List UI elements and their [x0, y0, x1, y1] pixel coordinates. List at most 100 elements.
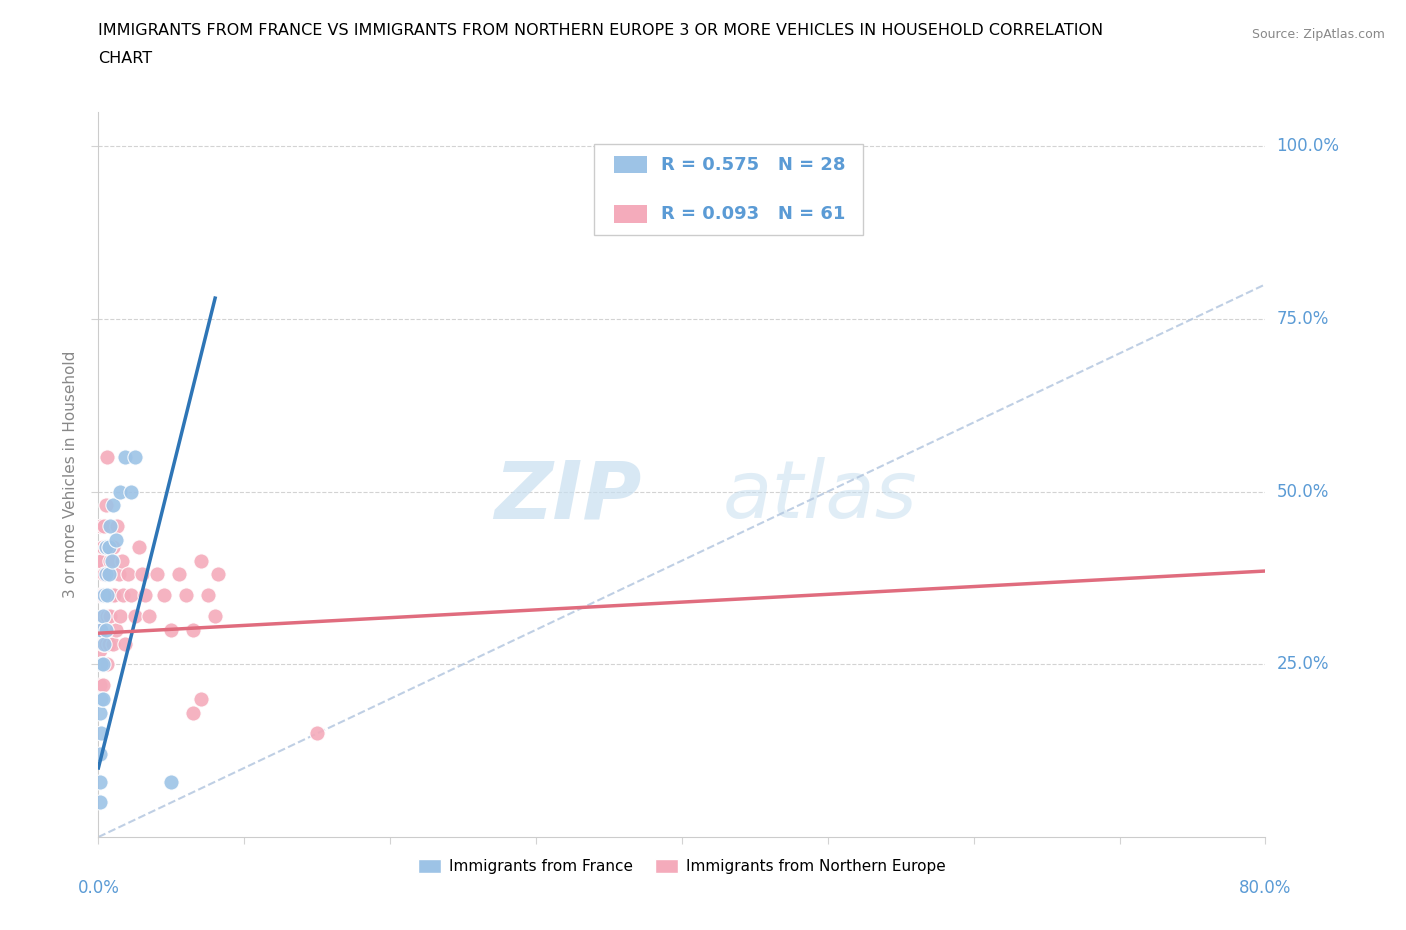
- Point: [90, 519, 112, 534]
- Point: [128, 539, 150, 554]
- Point: [112, 588, 135, 603]
- Point: [96, 588, 118, 603]
- Point: [207, 567, 229, 582]
- Point: [110, 608, 132, 623]
- Point: [89, 622, 111, 637]
- Text: ZIP: ZIP: [494, 457, 641, 535]
- Point: [100, 553, 122, 568]
- Point: [90, 657, 112, 671]
- Point: [114, 636, 136, 651]
- Point: [120, 485, 142, 499]
- Point: [93, 519, 115, 534]
- Point: [108, 567, 131, 582]
- Point: [91, 691, 114, 706]
- Point: [100, 588, 122, 603]
- Legend: Immigrants from France, Immigrants from Northern Europe: Immigrants from France, Immigrants from …: [412, 853, 952, 880]
- Point: [111, 553, 134, 568]
- Point: [120, 588, 142, 603]
- Point: [94, 539, 117, 554]
- Point: [97, 539, 120, 554]
- FancyBboxPatch shape: [614, 206, 647, 222]
- Text: R = 0.093   N = 61: R = 0.093 N = 61: [661, 205, 845, 223]
- Point: [91, 657, 114, 671]
- Point: [89, 747, 111, 762]
- Text: 80.0%: 80.0%: [1239, 879, 1292, 897]
- Point: [91, 678, 114, 693]
- Point: [101, 539, 124, 554]
- Point: [124, 449, 146, 464]
- Point: [94, 567, 117, 582]
- Point: [160, 775, 183, 790]
- Point: [117, 567, 139, 582]
- FancyBboxPatch shape: [595, 144, 863, 235]
- Point: [190, 553, 212, 568]
- Point: [89, 775, 111, 790]
- FancyBboxPatch shape: [614, 156, 647, 173]
- Point: [98, 553, 121, 568]
- Point: [96, 449, 118, 464]
- Point: [89, 643, 111, 658]
- Point: [89, 795, 111, 810]
- Point: [98, 608, 121, 623]
- Text: 75.0%: 75.0%: [1277, 310, 1329, 328]
- Text: R = 0.575   N = 28: R = 0.575 N = 28: [661, 155, 845, 174]
- Point: [204, 608, 226, 623]
- Point: [167, 567, 190, 582]
- Text: IMMIGRANTS FROM FRANCE VS IMMIGRANTS FROM NORTHERN EUROPE 3 OR MORE VEHICLES IN : IMMIGRANTS FROM FRANCE VS IMMIGRANTS FRO…: [98, 23, 1104, 38]
- Point: [93, 567, 115, 582]
- Point: [94, 539, 117, 554]
- Point: [91, 588, 114, 603]
- Point: [89, 705, 111, 720]
- Point: [101, 636, 124, 651]
- Point: [90, 657, 112, 671]
- Point: [91, 539, 114, 554]
- Point: [114, 449, 136, 464]
- Point: [97, 588, 120, 603]
- Point: [131, 567, 153, 582]
- Point: [93, 588, 115, 603]
- Point: [89, 678, 111, 693]
- Point: [93, 657, 115, 671]
- Point: [90, 588, 112, 603]
- Point: [181, 622, 204, 637]
- Point: [90, 622, 112, 637]
- Point: [134, 588, 156, 603]
- Point: [90, 726, 112, 741]
- Point: [90, 622, 112, 637]
- Point: [96, 657, 118, 671]
- Point: [138, 608, 160, 623]
- Point: [93, 636, 115, 651]
- Point: [160, 622, 183, 637]
- Point: [94, 498, 117, 512]
- Point: [96, 608, 118, 623]
- Point: [97, 636, 120, 651]
- Point: [90, 691, 112, 706]
- Point: [104, 533, 127, 548]
- Text: 0.0%: 0.0%: [77, 879, 120, 897]
- Point: [104, 622, 127, 637]
- Point: [181, 705, 204, 720]
- Point: [94, 622, 117, 637]
- Point: [93, 608, 115, 623]
- Text: Source: ZipAtlas.com: Source: ZipAtlas.com: [1251, 28, 1385, 41]
- Point: [90, 553, 112, 568]
- Text: 100.0%: 100.0%: [1277, 137, 1340, 155]
- Point: [103, 588, 125, 603]
- Point: [174, 588, 197, 603]
- Point: [190, 691, 212, 706]
- Point: [146, 567, 169, 582]
- Point: [153, 588, 176, 603]
- Point: [89, 553, 111, 568]
- Point: [98, 519, 121, 534]
- Point: [197, 588, 219, 603]
- Point: [94, 588, 117, 603]
- Point: [307, 726, 329, 741]
- Text: 50.0%: 50.0%: [1277, 483, 1329, 500]
- Text: atlas: atlas: [723, 457, 918, 535]
- Point: [110, 485, 132, 499]
- Text: CHART: CHART: [98, 51, 152, 66]
- Point: [97, 539, 120, 554]
- Point: [101, 498, 124, 512]
- Point: [105, 519, 128, 534]
- Point: [124, 608, 146, 623]
